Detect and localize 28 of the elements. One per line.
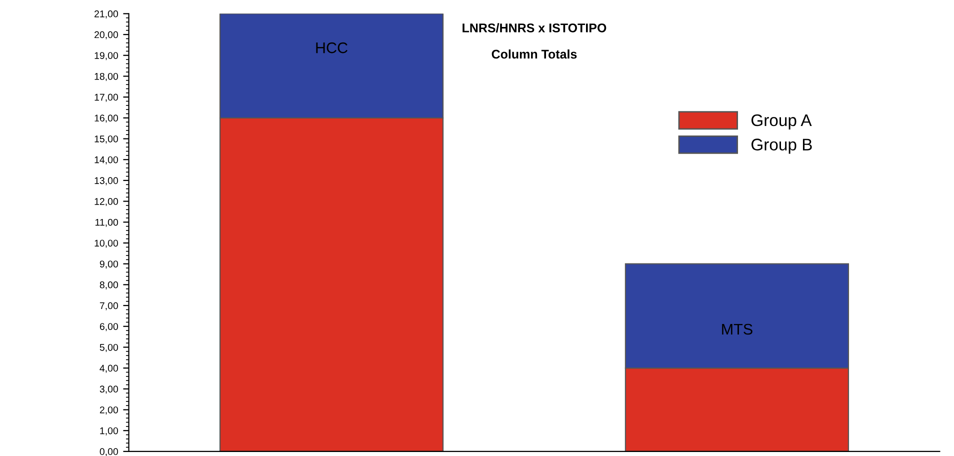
y-tick-label: 18,00 [94,72,118,81]
y-tick-label: 16,00 [94,114,118,123]
x-tick-label: MTS [722,324,752,335]
y-tick-label: 8,00 [100,281,118,290]
legend-label: Group A [751,114,812,130]
y-tick-label: 1,00 [100,427,118,436]
y-tick-label: 19,00 [94,52,118,60]
y-tick-label: 0,00 [100,448,118,456]
y-tick-label: 3,00 [100,386,118,394]
y-tick-label: 21,00 [94,10,118,18]
y-tick-label: 4,00 [100,364,118,373]
y-tick-label: 5,00 [100,344,118,352]
y-tick-label: 13,00 [94,177,118,186]
y-tick-label: 14,00 [94,156,118,164]
y-tick-label: 7,00 [100,302,118,310]
y-tick-label: 9,00 [100,260,118,269]
y-tick-label: 11,00 [96,218,118,227]
y-tick-label: 12,00 [94,198,118,206]
y-tick-label: 15,00 [94,135,118,144]
y-tick-label: 20,00 [94,31,118,40]
y-tick-label: 2,00 [100,406,118,415]
text: Column Totals [492,49,577,59]
y-tick-label: 10,00 [94,240,118,248]
text: LNRS/HNRS x ISTOTIPO [462,23,606,32]
y-tick-label: 6,00 [100,323,118,332]
y-tick-label: 17,00 [94,94,118,102]
legend-label: Group B [751,138,812,154]
x-tick-label: HCC [316,42,348,54]
